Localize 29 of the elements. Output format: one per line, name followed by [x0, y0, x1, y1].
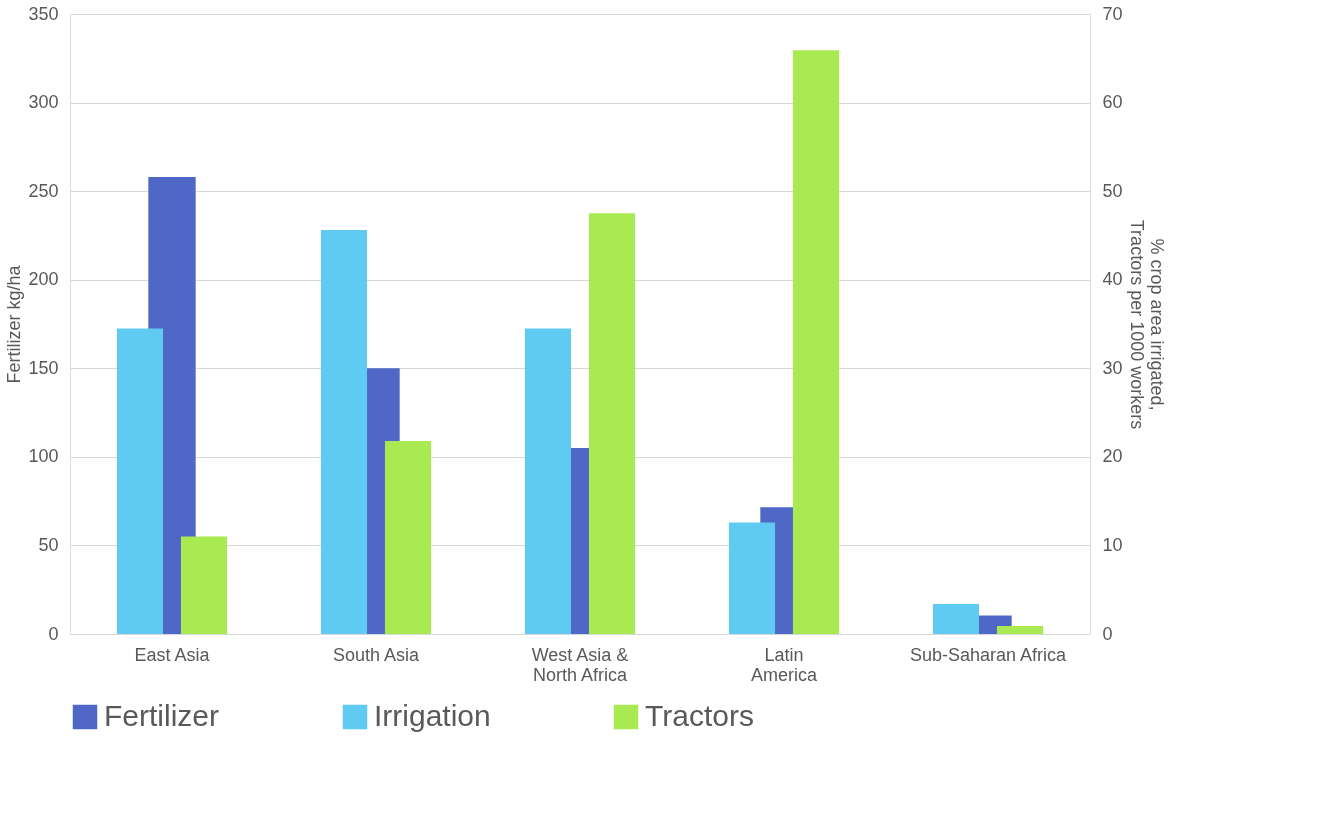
y-tick-label: 200 — [28, 269, 59, 290]
y2-tick-label: 30 — [1102, 357, 1123, 378]
y2-tick-label: 70 — [1102, 3, 1123, 24]
legend-label: Irrigation — [374, 699, 491, 732]
y-tick-label: 300 — [28, 92, 59, 113]
bar — [180, 536, 228, 634]
y-tick-label: 150 — [28, 357, 59, 378]
legend-label: Fertilizer — [104, 699, 220, 732]
y-tick-label: 100 — [28, 446, 59, 467]
y2-tick-label: 20 — [1102, 446, 1123, 467]
y2-tick-label: 40 — [1102, 269, 1123, 290]
x-tick-label: East Asia — [134, 644, 211, 665]
x-tick-label: South Asia — [332, 644, 421, 665]
y2-axis-title: % crop area irrigated, Tractors per 1000 workers — [1126, 219, 1167, 430]
y-tick-label: 50 — [38, 534, 59, 555]
y2-tick-label: 10 — [1102, 534, 1123, 555]
x-tick-label: Latin America — [750, 644, 818, 685]
x-tick-label: West Asia & North Africa — [531, 644, 629, 685]
y2-tick-label: 50 — [1102, 180, 1123, 201]
x-tick-label: Sub-Saharan Africa — [909, 644, 1068, 665]
y-axis-title: Fertilizer kg/ha — [4, 264, 25, 384]
y2-tick-label: 60 — [1102, 92, 1123, 113]
y-tick-label: 0 — [48, 623, 59, 644]
legend-label: Tractors — [645, 699, 754, 732]
bar — [792, 50, 840, 634]
bar — [588, 213, 636, 634]
y-tick-label: 350 — [28, 3, 59, 24]
y2-tick-label: 0 — [1102, 623, 1113, 644]
y-tick-label: 250 — [28, 180, 59, 201]
